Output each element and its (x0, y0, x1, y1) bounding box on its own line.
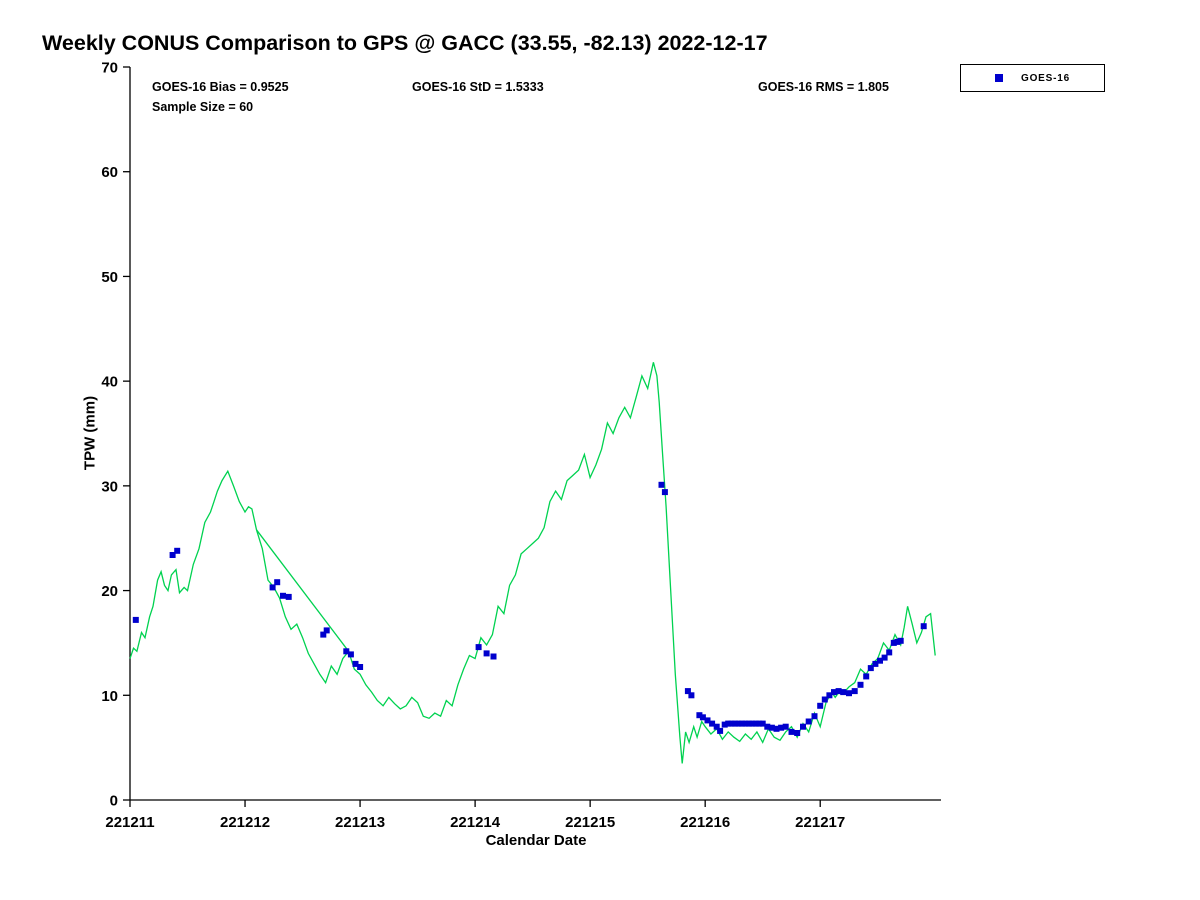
x-tick-label: 221217 (795, 814, 845, 831)
goes-16-point (732, 720, 739, 727)
x-tick-label: 221213 (335, 814, 385, 831)
goes-16-point (894, 638, 901, 645)
goes-16-point (483, 650, 490, 657)
legend: GOES-16 (960, 64, 1105, 92)
goes-16-point (773, 725, 780, 732)
goes-16-point (764, 723, 771, 730)
goes-16-point (688, 692, 695, 699)
y-tick-label: 60 (101, 164, 118, 181)
goes-16-point (735, 720, 742, 727)
goes-16-point (742, 720, 749, 727)
goes-16-point (661, 489, 668, 496)
goes-16-point (745, 720, 752, 727)
goes-16-point (684, 688, 691, 695)
legend-label: GOES-16 (1021, 72, 1070, 84)
y-tick-label: 50 (101, 269, 118, 286)
goes-16-point (835, 688, 842, 695)
x-tick-label: 221215 (565, 814, 615, 831)
goes-16-point (800, 723, 806, 730)
goes-16-point (357, 664, 364, 670)
goes-16-point (717, 727, 724, 734)
goes-16-point (713, 723, 720, 730)
goes-16-point (704, 717, 711, 724)
x-tick-label: 221216 (680, 814, 730, 831)
goes-16-point (867, 665, 874, 672)
std-annotation: GOES-16 StD = 1.5333 (412, 80, 544, 94)
goes-16-point (863, 673, 870, 680)
goes-16-point (881, 654, 888, 661)
goes-16-point (840, 689, 847, 696)
rms-annotation: GOES-16 RMS = 1.805 (758, 80, 889, 94)
goes-16-point (752, 720, 759, 727)
goes-16-point (794, 730, 801, 736)
goes-16-point (320, 631, 327, 638)
goes-16-point (699, 714, 706, 721)
goes-16-point (709, 720, 716, 727)
goes-16-point (490, 653, 497, 660)
x-tick-label: 221214 (450, 814, 501, 831)
goes-16-point (778, 724, 785, 731)
goes-16-point (274, 579, 281, 586)
bias-annotation: GOES-16 Bias = 0.9525 (152, 80, 289, 94)
goes-16-point (280, 592, 286, 599)
goes-16-point (174, 547, 181, 554)
goes-16-point (877, 657, 883, 664)
goes-16-point (658, 481, 665, 488)
goes-16-point (897, 637, 904, 644)
goes-16-point (857, 681, 864, 688)
goes-16-point (749, 720, 756, 727)
y-tick-label: 70 (101, 60, 118, 77)
goes-16-point (811, 713, 818, 720)
goes-16-point (269, 584, 276, 591)
goes-16-point (756, 720, 763, 727)
goes-16-point (132, 616, 139, 623)
goes-16-point (768, 724, 775, 731)
goes-16-point (851, 688, 858, 695)
goes-16-point (788, 728, 795, 735)
goes-16-point (721, 721, 728, 728)
goes-16-point (696, 712, 703, 719)
y-tick-label: 20 (101, 583, 118, 600)
goes-16-point (347, 651, 354, 658)
goes-16-point (846, 690, 852, 697)
y-axis-label: TPW (mm) (81, 395, 99, 471)
goes-16-point (821, 696, 828, 703)
goes-16-point (826, 692, 833, 699)
x-axis-label: Calendar Date (485, 832, 587, 849)
y-tick-label: 0 (110, 793, 118, 810)
goes-16-point (169, 552, 176, 558)
y-tick-label: 40 (101, 374, 118, 391)
gps-gap-segment-line (255, 529, 350, 652)
goes-16-point (475, 644, 482, 651)
goes-16-point (920, 623, 927, 630)
goes-16-point (728, 720, 735, 727)
goes-16-point (831, 689, 837, 696)
legend-marker-icon (995, 74, 1004, 82)
x-tick-label: 221212 (220, 814, 270, 831)
goes-16-point (739, 720, 745, 727)
goes-16-point (759, 720, 766, 727)
goes-16-point (872, 660, 879, 667)
gps-line (129, 362, 936, 764)
goes-16-point (343, 648, 350, 655)
goes-16-point (805, 718, 812, 725)
sample-size-annotation: Sample Size = 60 (152, 100, 254, 114)
goes-16-point (725, 720, 732, 727)
goes-16-point (285, 593, 292, 600)
y-tick-label: 10 (101, 688, 118, 705)
goes-16-point (890, 639, 897, 646)
y-tick-label: 30 (101, 478, 118, 495)
x-tick-label: 221211 (105, 814, 154, 831)
goes-16-point (323, 627, 330, 634)
goes-16-point (352, 660, 359, 667)
goes-16-point (886, 649, 893, 656)
goes-16-point (782, 723, 789, 730)
goes-16-point (817, 702, 824, 709)
chart-title: Weekly CONUS Comparison to GPS @ GACC (3… (42, 31, 768, 55)
